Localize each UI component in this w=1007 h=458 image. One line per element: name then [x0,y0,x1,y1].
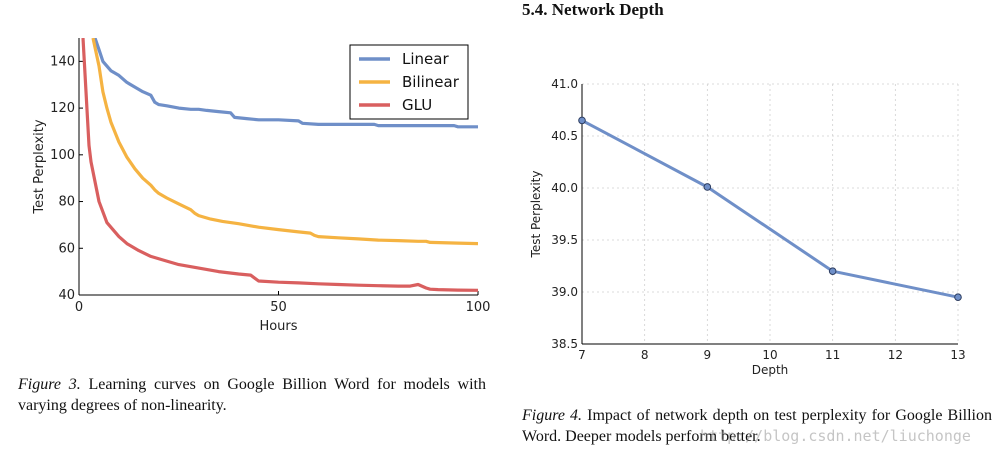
y-axis-label: Test Perplexity [32,119,47,214]
y-tick-label: 60 [58,241,75,256]
data-point [828,267,837,275]
data-point [954,293,962,301]
y-tick-label: 140 [50,54,75,69]
figure-4-network-depth-chart: 38.5 39.0 39.5 40.0 40.5 41.0 7 8 9 10 11 12 13 Depth… [529,77,966,377]
x-tick-label: 11 [825,348,840,362]
figure-4-caption-text: Impact of network depth on test perplexi… [522,407,992,445]
figure-4-caption-lead: Figure 4. [522,407,583,424]
x-tick-label: 7 [578,348,586,362]
x-tick-label: 8 [641,348,649,362]
x-tick-label: 13 [950,348,965,362]
figure-3-caption-lead: Figure 3. [18,376,81,393]
x-tick-label: 9 [704,348,712,362]
y-tick-label: 38.5 [551,337,578,351]
figure-4-caption: Figure 4. Impact of network depth on tes… [522,405,992,447]
y-tick-label: 41.0 [551,77,578,91]
figure-3-caption: Figure 3. Learning curves on Google Bill… [18,374,486,416]
y-tick-label: 39.5 [551,233,578,247]
x-tick-label: 50 [270,300,287,315]
y-tick-label: 39.0 [551,285,578,299]
y-tick-label: 40.0 [551,181,578,195]
data-point [578,116,586,125]
x-tick-label: 12 [888,348,903,362]
y-tick-label: 80 [58,195,75,210]
x-tick-label: 100 [466,300,491,315]
figure-3-caption-text: Learning curves on Google Billion Word f… [18,376,486,414]
figure-3-learning-curves-chart: 40 60 80 100 120 140 0 50 100 Hours Test Perplexit… [32,38,491,334]
y-tick-label: 120 [50,101,75,116]
x-axis-label: Depth [752,363,789,377]
legend-label-bilinear: Bilinear [402,73,460,91]
y-tick-label: 40 [58,288,75,303]
x-tick-label: 10 [762,348,777,362]
series-line-glu [81,38,478,292]
series-line-linear [93,38,478,129]
y-tick-label: 40.5 [551,129,578,143]
y-axis-label: Test Perplexity [529,171,543,259]
series-line-depth [581,119,959,299]
watermark-text: http://blog.csdn.net/liuchonge [700,427,971,445]
y-tick-label: 100 [50,148,75,163]
legend-label-glu: GLU [402,96,432,114]
legend-label-linear: Linear [402,50,449,68]
section-heading: 5.4. Network Depth [522,0,664,19]
x-axis-label: Hours [259,319,297,334]
data-point [703,183,712,191]
x-tick-label: 0 [75,300,83,315]
series-line-bilinear [91,38,478,246]
